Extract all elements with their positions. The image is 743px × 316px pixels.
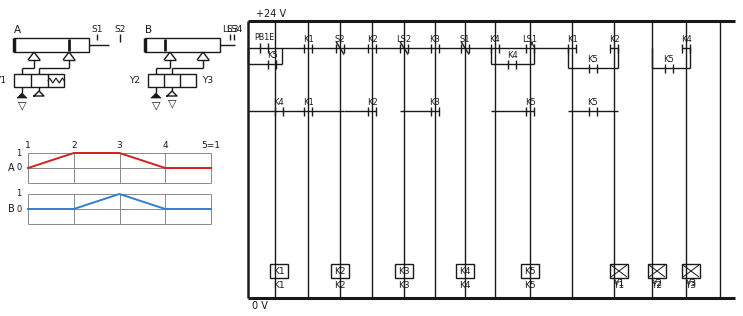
- Text: K1: K1: [273, 281, 285, 289]
- Text: K4: K4: [681, 35, 692, 44]
- Text: 0 V: 0 V: [252, 301, 268, 311]
- Text: PB1E: PB1E: [254, 33, 274, 42]
- Text: Y1: Y1: [0, 76, 6, 85]
- Text: K5: K5: [267, 51, 277, 60]
- Text: B: B: [7, 204, 14, 214]
- Text: 1: 1: [16, 190, 22, 198]
- Text: K3: K3: [398, 281, 410, 289]
- Text: K5: K5: [588, 98, 598, 107]
- Text: K2: K2: [334, 266, 345, 276]
- Text: K2: K2: [366, 35, 377, 44]
- Bar: [14, 38, 89, 52]
- Bar: [145, 38, 220, 52]
- Text: K4: K4: [507, 51, 517, 60]
- Text: K4: K4: [490, 35, 500, 44]
- Text: 5=1: 5=1: [201, 142, 221, 150]
- Bar: [610, 264, 628, 278]
- Text: Y3: Y3: [686, 278, 697, 288]
- Bar: [14, 74, 64, 87]
- Text: 3: 3: [117, 142, 123, 150]
- Text: 4: 4: [163, 142, 168, 150]
- Text: K5: K5: [525, 98, 536, 107]
- Text: Y3: Y3: [202, 76, 213, 85]
- Text: ▽: ▽: [168, 98, 176, 108]
- Text: Y1: Y1: [614, 278, 625, 288]
- Text: K1: K1: [302, 35, 314, 44]
- Text: K2: K2: [366, 98, 377, 107]
- Text: K4: K4: [273, 98, 285, 107]
- Bar: [331, 264, 349, 278]
- Text: LS4: LS4: [226, 26, 242, 34]
- Text: A: A: [7, 163, 14, 173]
- Text: LS3: LS3: [221, 26, 239, 34]
- Text: Y1: Y1: [614, 281, 625, 289]
- Bar: [648, 264, 666, 278]
- Text: K3: K3: [429, 98, 441, 107]
- Text: A: A: [14, 25, 21, 35]
- Polygon shape: [17, 93, 27, 98]
- Bar: [148, 74, 196, 87]
- Text: S1: S1: [91, 26, 103, 34]
- Text: K3: K3: [429, 35, 441, 44]
- Bar: [682, 264, 700, 278]
- Text: S2: S2: [335, 35, 345, 44]
- Text: K3: K3: [398, 266, 410, 276]
- Text: K5: K5: [525, 281, 536, 289]
- Text: K1: K1: [567, 35, 577, 44]
- Polygon shape: [151, 93, 161, 98]
- Text: Y3: Y3: [686, 281, 697, 289]
- Text: K5: K5: [663, 55, 675, 64]
- Bar: [270, 264, 288, 278]
- Bar: [521, 264, 539, 278]
- Text: K2: K2: [334, 281, 345, 289]
- Text: K2: K2: [609, 35, 620, 44]
- Text: K5: K5: [588, 55, 598, 64]
- Text: K1: K1: [302, 98, 314, 107]
- Text: 0: 0: [16, 163, 22, 173]
- Text: 1: 1: [16, 149, 22, 157]
- Text: +24 V: +24 V: [256, 9, 286, 19]
- Text: S1: S1: [460, 35, 470, 44]
- Text: 2: 2: [71, 142, 77, 150]
- Text: Y2: Y2: [652, 278, 663, 288]
- Text: Y2: Y2: [129, 76, 140, 85]
- Text: K4: K4: [459, 281, 471, 289]
- Bar: [456, 264, 474, 278]
- Bar: [395, 264, 413, 278]
- Text: K1: K1: [273, 266, 285, 276]
- Text: K4: K4: [459, 266, 471, 276]
- Text: K5: K5: [525, 266, 536, 276]
- Text: B: B: [145, 25, 152, 35]
- Text: ▽: ▽: [152, 100, 160, 110]
- Text: LS1: LS1: [522, 35, 538, 44]
- Text: 1: 1: [25, 142, 31, 150]
- Text: ▽: ▽: [18, 100, 26, 110]
- Text: LS2: LS2: [397, 35, 412, 44]
- Text: 0: 0: [16, 204, 22, 214]
- Text: S2: S2: [114, 26, 126, 34]
- Text: Y2: Y2: [652, 281, 663, 289]
